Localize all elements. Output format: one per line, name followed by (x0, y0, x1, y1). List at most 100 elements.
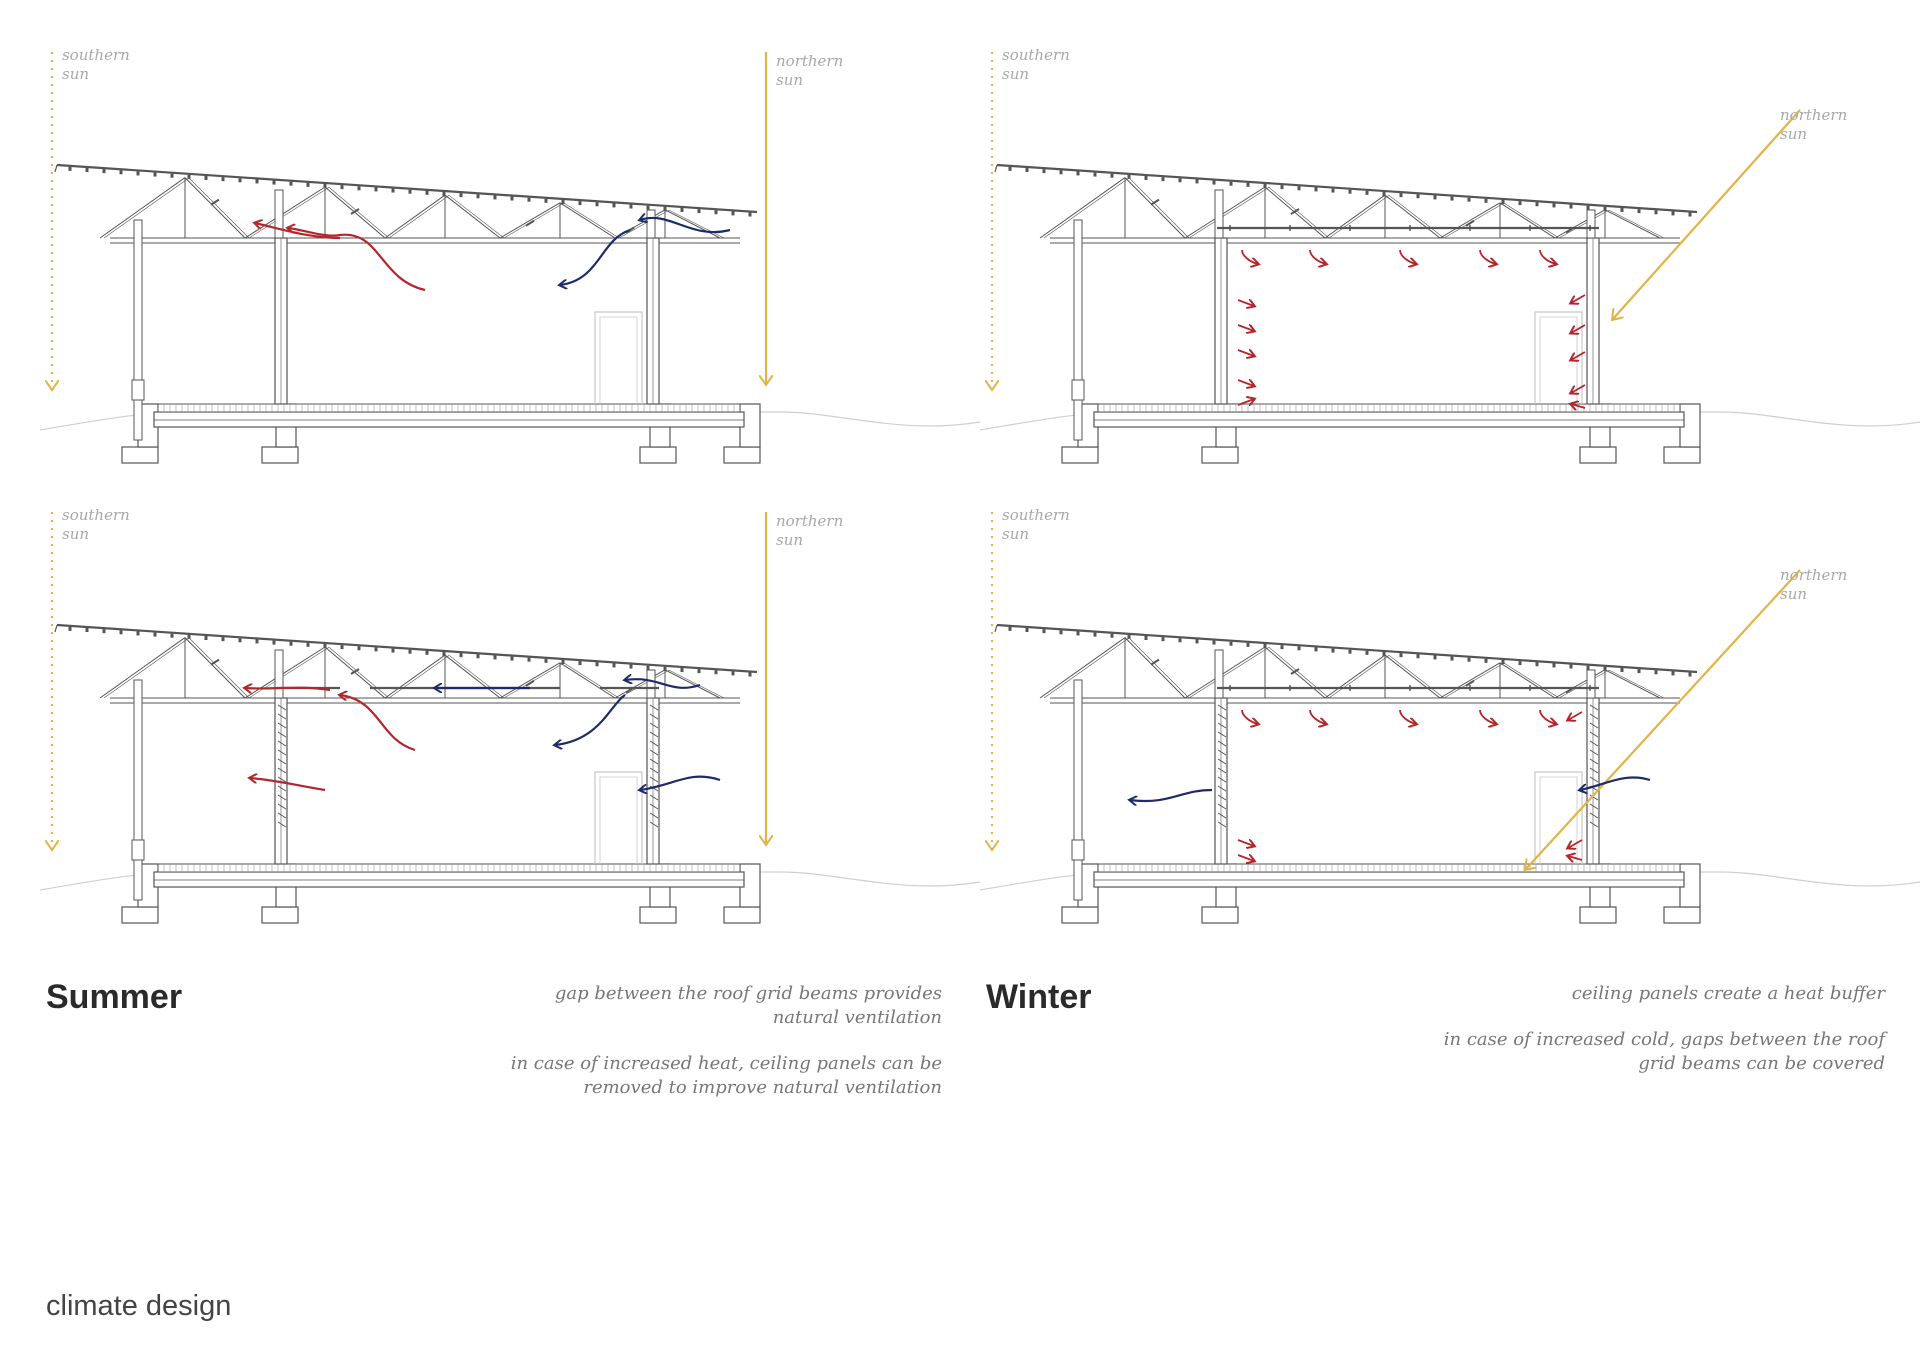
truss-diagonal (384, 194, 446, 239)
wall-shutter-slat (277, 776, 287, 783)
wall-shutter-slat (277, 812, 287, 819)
heat-radiation-arrow (1571, 351, 1586, 360)
southern-sun-label-line: southern (62, 46, 130, 64)
wall-shutter-slat (649, 749, 659, 756)
truss-diagonal (244, 186, 326, 239)
footing (1579, 906, 1617, 924)
heat-radiation-arrow (1237, 300, 1254, 306)
roof-purlin (1365, 650, 1369, 655)
roof-purlin (1654, 670, 1658, 675)
wall-shutter-slat (649, 713, 659, 720)
roof-purlin (1552, 663, 1556, 668)
heat-radiation-arrow (1571, 294, 1586, 303)
floor-deck (1097, 403, 1681, 413)
roof-purlin (153, 632, 157, 637)
roof-purlin (1416, 654, 1420, 659)
cool-air-arrow (1580, 776, 1651, 790)
roof-purlin (1195, 639, 1199, 644)
roof-purlin (1025, 168, 1029, 173)
roof-purlin (1127, 174, 1131, 179)
roof-purlin (1076, 171, 1080, 176)
roof-purlin (170, 173, 174, 178)
roof-purlin (680, 667, 684, 672)
bolt-mark (210, 198, 220, 206)
southern-sun-label: southern sun (1002, 46, 1070, 83)
roof-purlin (1042, 629, 1046, 634)
roof-purlin (102, 169, 106, 174)
truss-diagonal-inner (563, 202, 620, 239)
northern-sun-ray-angled (1525, 569, 1801, 870)
cool-air-arrow (640, 775, 721, 790)
wall-shutter-slat (277, 740, 287, 747)
outer-column-left (133, 219, 143, 441)
wall-shutter-slat (277, 803, 287, 810)
heat-radiation-arrow (1399, 709, 1416, 724)
column-base-left (131, 839, 145, 861)
door-frame (594, 311, 643, 404)
footing (1579, 446, 1617, 464)
roof-purlin (510, 656, 514, 661)
truss-diagonal (444, 654, 501, 699)
wall-shutter-slat (1217, 722, 1227, 729)
roof-purlin (663, 666, 667, 671)
footing (1201, 906, 1239, 924)
wall-shutter-slat (1589, 767, 1599, 774)
floor-beam (153, 871, 745, 888)
northern-sun-label-line: northern (776, 512, 843, 530)
truss-diagonal-inner (618, 209, 670, 239)
roof-purlin (1280, 645, 1284, 650)
roof-purlin (1144, 636, 1148, 641)
roof-purlin (272, 640, 276, 645)
roof-purlin (1433, 195, 1437, 200)
northern-sun-label-line: northern (1780, 106, 1847, 124)
roof-purlin (1620, 207, 1624, 212)
truss-diagonal (1499, 202, 1556, 239)
truss-diagonal-inner (248, 647, 330, 699)
southern-sun-label-line: southern (62, 506, 130, 524)
truss-diagonal-inner (1443, 662, 1505, 699)
roof-purlin (1280, 185, 1284, 190)
wall-shutter-slat (649, 812, 659, 819)
roof-purlin (1297, 646, 1301, 651)
roof-purlin (1331, 188, 1335, 193)
northern-sun-label-line: sun (776, 531, 803, 549)
truss-diagonal-inner (188, 637, 250, 699)
wall-shutter-slat (277, 722, 287, 729)
bolt-mark (1150, 658, 1160, 666)
roof-purlin (1110, 633, 1114, 638)
heat-radiation-arrow (1571, 324, 1586, 333)
wall-shutter-slat (649, 758, 659, 765)
heat-radiation-arrow (1241, 249, 1258, 264)
truss-diagonal (664, 669, 721, 699)
footing (261, 446, 299, 464)
truss-diagonal-inner (618, 669, 670, 699)
roof-purlin (544, 658, 548, 663)
bolt-mark (525, 219, 535, 227)
truss-diagonal-inner (1268, 647, 1330, 699)
roof-purlin (1569, 204, 1573, 209)
truss-diagonal (99, 637, 186, 699)
roof-purlin (1263, 643, 1267, 648)
roof-purlin (612, 663, 616, 668)
roof-purlin (1552, 203, 1556, 208)
column-base-left (131, 379, 145, 401)
wall-shutter-slat (1589, 722, 1599, 729)
wall-shutter-slat (277, 713, 287, 720)
wall-shutter-slat (1217, 803, 1227, 810)
wall-shutter-slat (1217, 713, 1227, 720)
ground-line (39, 411, 981, 431)
heat-radiation-arrow (1237, 325, 1254, 331)
warm-air-arrow (340, 695, 416, 752)
roof-purlin (204, 176, 208, 181)
wall-shutter-slat (1217, 758, 1227, 765)
roof-purlin (629, 204, 633, 209)
roof-purlin (1484, 658, 1488, 663)
roof-purlin (1263, 183, 1267, 188)
northern-sun-label-line: sun (776, 71, 803, 89)
roof-purlin (1161, 637, 1165, 642)
truss-diagonal-inner (388, 655, 450, 699)
roof-purlin (1382, 651, 1386, 656)
roof-purlin (1399, 653, 1403, 658)
truss-diagonal-inner (668, 209, 725, 239)
wall-shutter-slat (649, 803, 659, 810)
